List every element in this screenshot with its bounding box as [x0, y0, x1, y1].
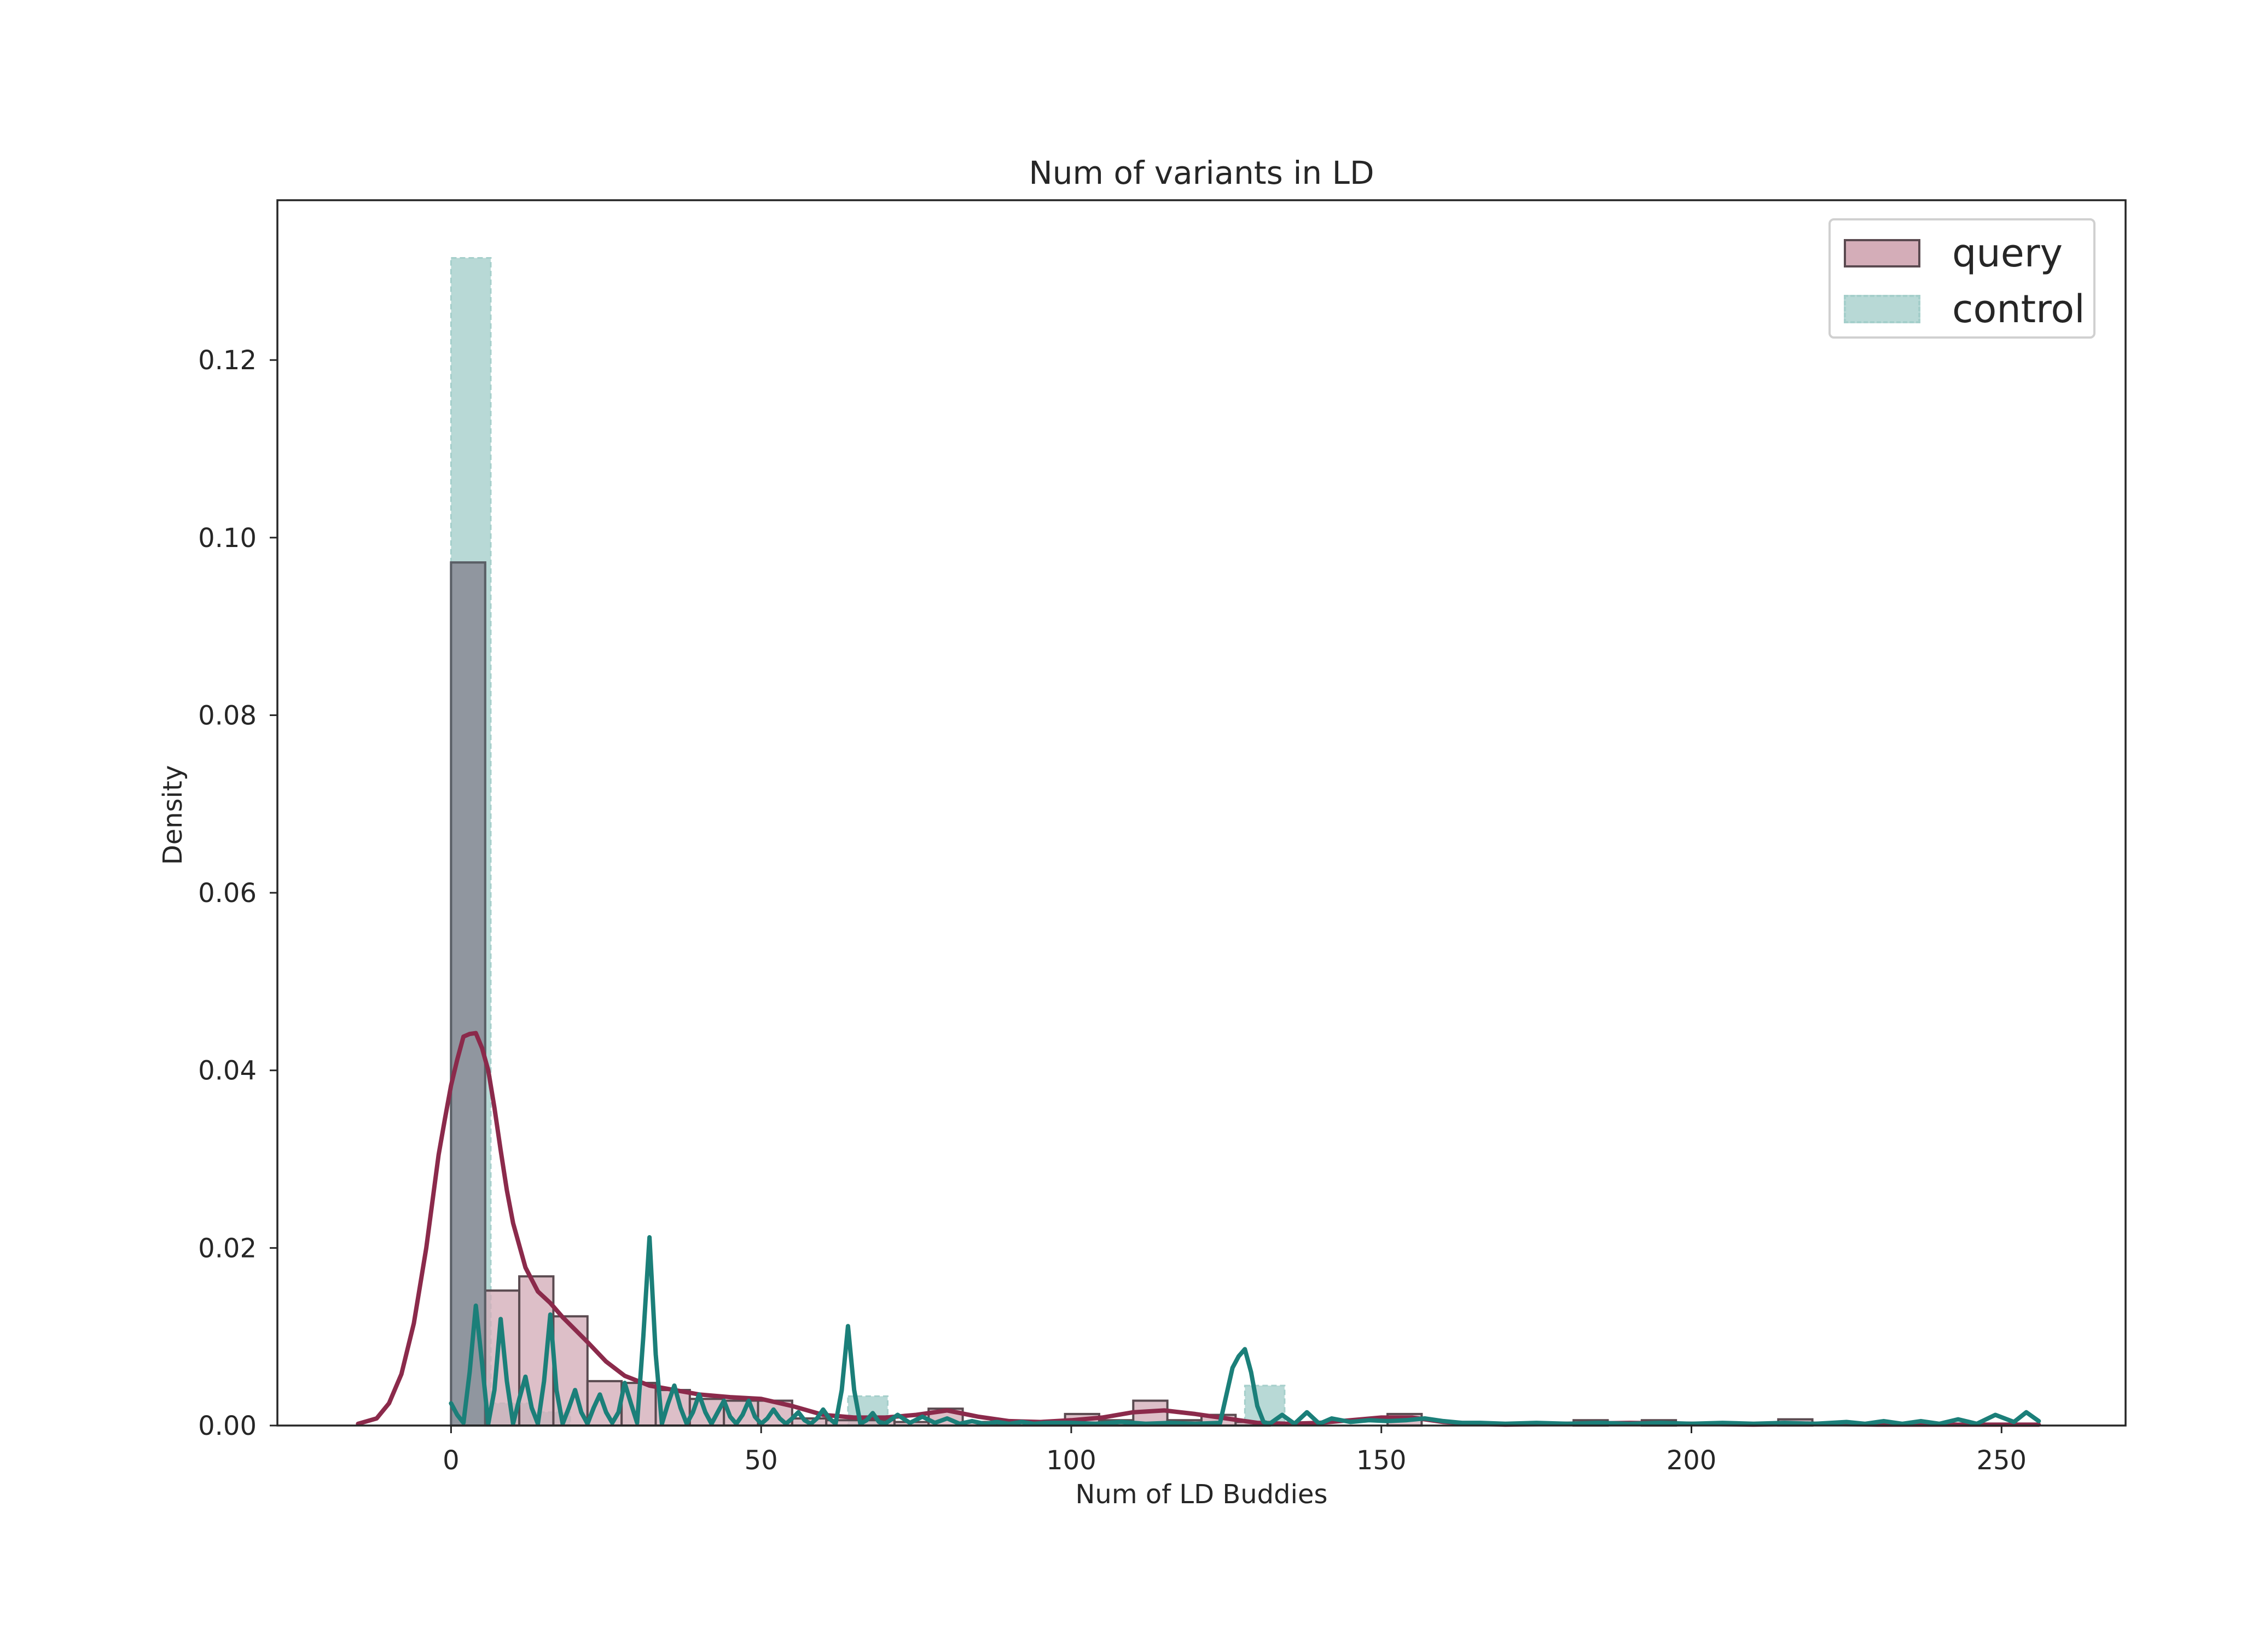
overlap-hist-bar [450, 561, 486, 1427]
y-tick-label: 0.10 [198, 523, 257, 554]
y-tick-label: 0.06 [198, 878, 257, 909]
x-tick-label: 0 [443, 1445, 460, 1476]
legend-item-query: query [1844, 231, 2063, 276]
y-tick-label: 0.00 [198, 1411, 257, 1441]
x-axis-label: Num of LD Buddies [1076, 1479, 1328, 1510]
x-axis-ticks: 0 50 100 150 200 250 [443, 1426, 2027, 1476]
y-tick-label: 0.04 [198, 1056, 257, 1086]
histogram-bars [450, 257, 1814, 1427]
plot-area-frame [276, 199, 2127, 1427]
x-tick-label: 50 [745, 1445, 778, 1476]
x-tick-label: 150 [1356, 1445, 1407, 1476]
legend-label-query: query [1952, 231, 2063, 276]
y-tick-label: 0.12 [198, 345, 257, 376]
x-tick-label: 250 [1976, 1445, 2027, 1476]
kde-curves [356, 1031, 2041, 1427]
control-kde-line [449, 1235, 2041, 1426]
y-tick-label: 0.02 [198, 1233, 257, 1264]
legend-swatch-query [1844, 239, 1920, 267]
legend-item-control: control [1844, 287, 2085, 331]
y-axis-ticks: 0.00 0.02 0.04 0.06 0.08 0.10 0.12 [198, 345, 277, 1441]
x-tick-label: 100 [1046, 1445, 1096, 1476]
legend-swatch-control [1844, 295, 1920, 323]
legend: query control [1828, 218, 2095, 339]
chart-title: Num of variants in LD [1029, 154, 1374, 191]
y-axis-label: Density [158, 765, 188, 865]
x-tick-label: 200 [1667, 1445, 1717, 1476]
y-tick-label: 0.08 [198, 700, 257, 731]
legend-label-control: control [1952, 287, 2085, 331]
